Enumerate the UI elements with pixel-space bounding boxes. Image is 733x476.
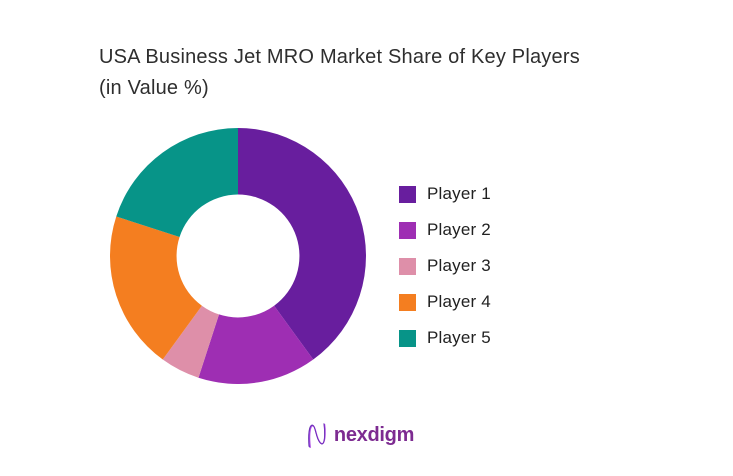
chart-title: USA Business Jet MRO Market Share of Key… [99,42,599,104]
donut-segment-player-4 [110,216,202,360]
legend-label-player-5: Player 5 [427,328,491,347]
donut-chart-container [110,128,366,384]
legend-item-player-5: Player 5 [399,328,491,348]
chart-title-line2: (in Value %) [99,77,209,99]
legend-swatch-player-4 [399,293,416,311]
legend-label-player-3: Player 3 [427,256,491,275]
legend-label-player-2: Player 2 [427,220,491,239]
legend-item-player-1: Player 1 [399,184,491,204]
legend-item-player-3: Player 3 [399,256,491,276]
donut-segment-player-3 [162,305,220,378]
legend-label-player-1: Player 1 [427,184,491,203]
donut-segment-player-1 [238,128,366,360]
donut-chart [110,128,366,384]
legend-swatch-player-1 [399,185,416,203]
legend-item-player-2: Player 2 [399,220,491,240]
nexdigm-logo: nexdigm [0,420,720,450]
legend-item-player-4: Player 4 [399,292,491,312]
chart-title-line1: USA Business Jet MRO Market Share of Key… [99,46,580,68]
nexdigm-logo-text: nexdigm [333,423,415,446]
legend-swatch-player-5 [399,329,416,347]
legend-label-player-4: Player 4 [427,292,491,311]
legend-swatch-player-2 [399,221,416,239]
nexdigm-wave-n-icon [308,423,326,448]
donut-segment-player-2 [198,305,314,384]
legend-swatch-player-3 [399,257,416,275]
donut-segment-player-5 [116,128,238,238]
legend: Player 1 Player 2 Player 3 Player 4 Play… [399,184,491,348]
